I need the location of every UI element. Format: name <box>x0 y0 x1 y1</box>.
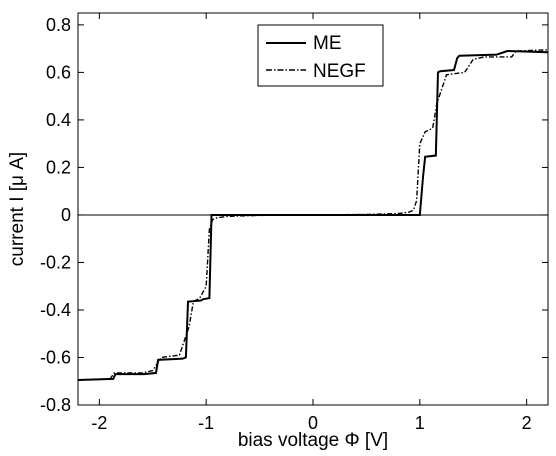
y-tick-label: 0.6 <box>46 62 71 82</box>
x-tick-label: 2 <box>522 413 532 433</box>
y-tick-label: -0.2 <box>40 252 71 272</box>
x-axis-label: bias voltage Φ [V] <box>238 430 388 451</box>
legend-label-negf: NEGF <box>313 61 366 82</box>
y-tick-label: -0.4 <box>40 300 71 320</box>
legend-box <box>257 24 384 87</box>
y-tick-label: -0.8 <box>40 395 71 415</box>
y-tick-label: 0.4 <box>46 110 71 130</box>
y-tick-label: 0.8 <box>46 15 71 35</box>
series-line-negf <box>78 49 548 381</box>
x-tick-label: -1 <box>198 413 214 433</box>
legend-label-me: ME <box>313 33 342 54</box>
y-tick-label: 0 <box>61 205 71 225</box>
y-axis-label: current I [μ A] <box>7 152 28 266</box>
legend: ME NEGF <box>257 24 384 87</box>
y-tick-label: -0.6 <box>40 347 71 367</box>
x-tick-label: 1 <box>415 413 425 433</box>
ticks-layer: -2 -1 0 1 2 -0.8 -0.6 -0.4 -0.2 0 0.2 0.4 0.6 0.8 <box>40 13 548 433</box>
series-line-me <box>78 50 548 382</box>
y-tick-label: 0.2 <box>46 157 71 177</box>
x-tick-label: -2 <box>91 413 107 433</box>
x-tick-label: 0 <box>308 413 318 433</box>
